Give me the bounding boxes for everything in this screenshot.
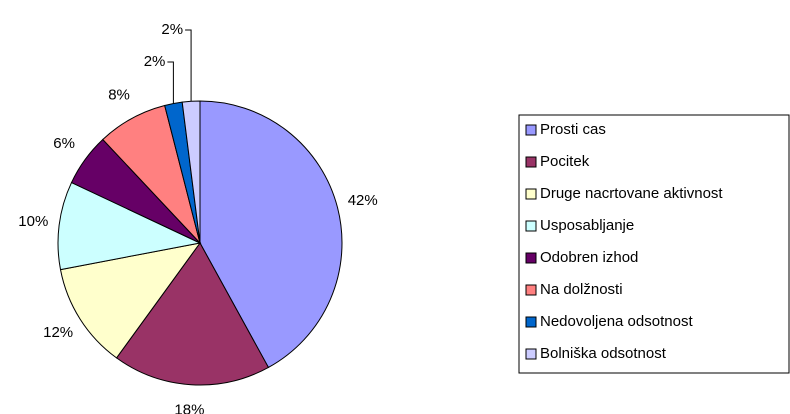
legend-swatch [525,284,537,296]
legend-swatch [525,188,537,200]
leader-line [167,61,174,104]
legend-swatch [525,220,537,232]
legend-swatch [525,316,537,328]
legend-swatch [525,252,537,264]
legend-swatch [525,156,537,168]
data-label: 42% [348,192,378,209]
data-label: 2% [161,21,183,38]
data-label: 6% [53,135,75,152]
legend-label: Usposabljanje [540,217,634,234]
legend-label: Nedovoljena odsotnost [540,313,693,330]
pie-slice [115,242,270,386]
legend-label: Pocitek [540,153,590,170]
legend-label: Prosti cas [540,121,606,138]
pie-slice [59,242,202,359]
legend-label: Odobren izhod [540,249,638,266]
legend-label: Bolniška odsotnost [540,345,667,362]
legend-label: Na dolžnosti [540,281,623,298]
leader-line [185,29,192,102]
pie-slice [57,181,202,271]
data-label: 18% [174,402,204,414]
legend-box [518,114,790,374]
legend-swatch [525,124,537,136]
data-label: 2% [144,53,166,70]
data-label: 10% [18,213,48,230]
legend-label: Druge nacrtovane aktivnost [540,185,723,202]
data-label: 12% [43,324,73,341]
legend-swatch [525,348,537,360]
data-label: 8% [108,87,130,104]
pie-slice [181,100,201,244]
pie-slice [199,100,343,369]
